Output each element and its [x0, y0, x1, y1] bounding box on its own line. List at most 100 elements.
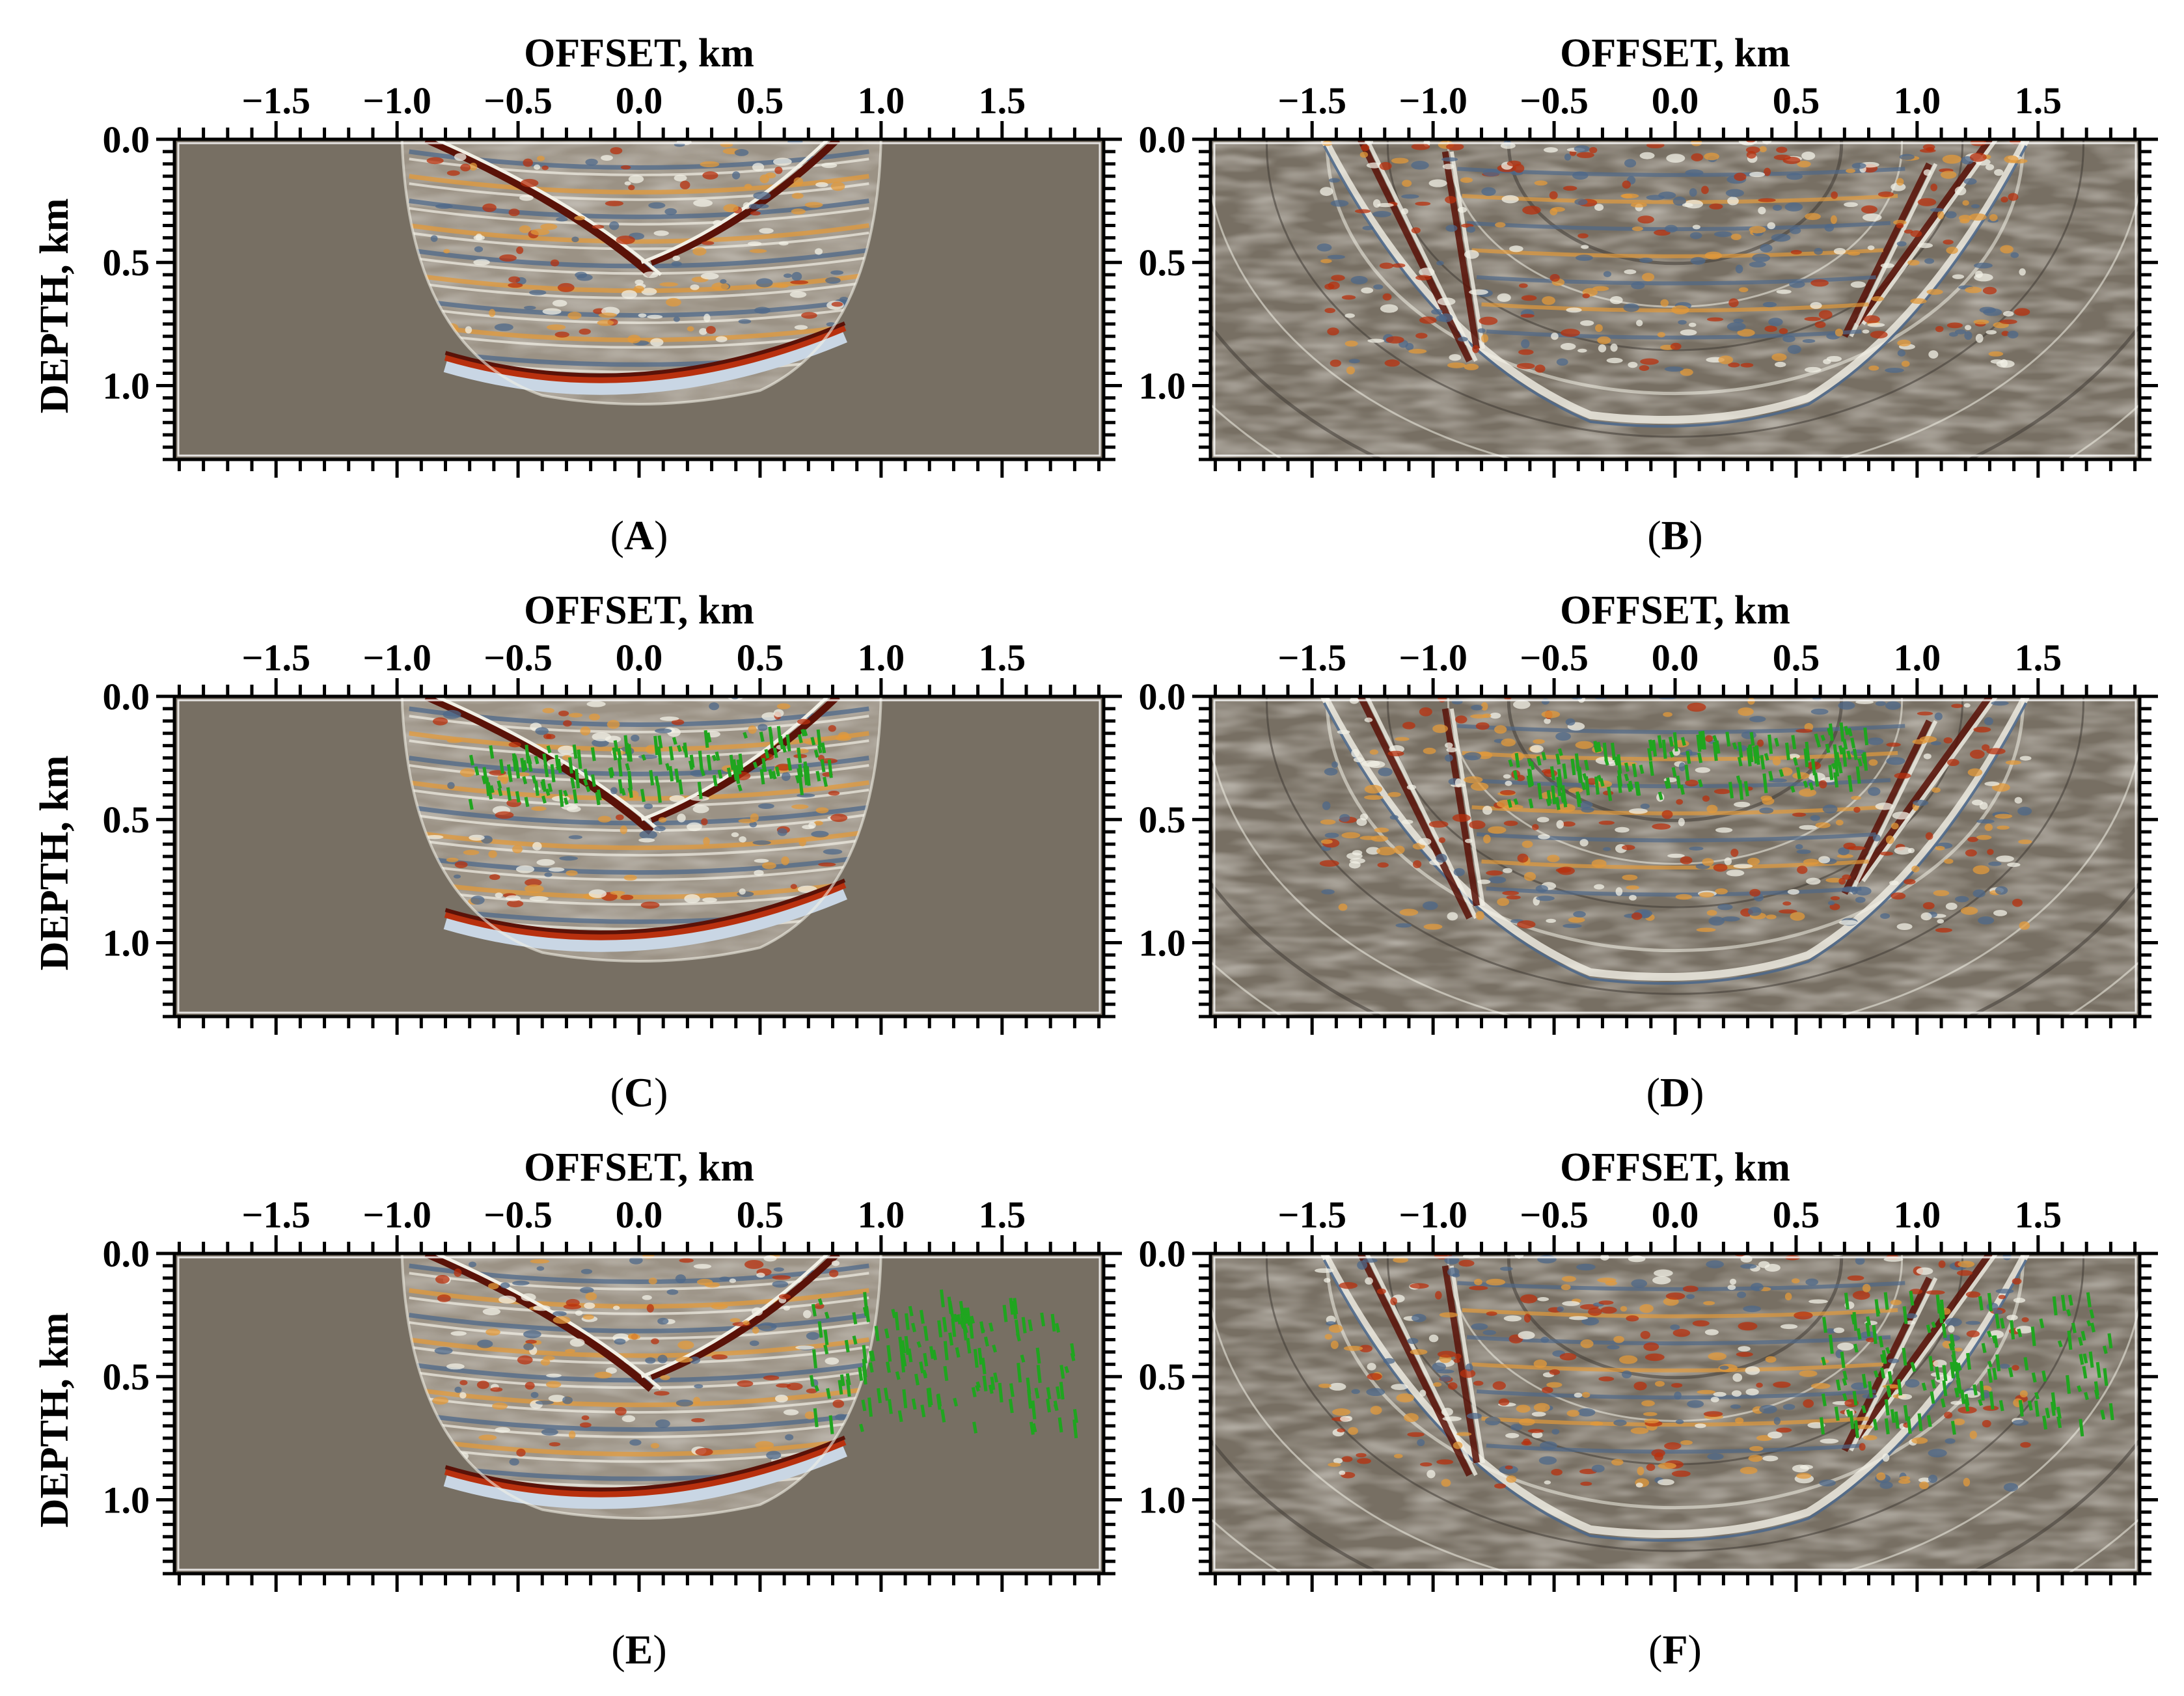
receiver-marker: [1878, 1335, 1884, 1348]
receiver-marker: [1820, 734, 1826, 741]
receiver-marker: [908, 1306, 914, 1317]
receiver-marker: [612, 747, 618, 761]
receiver-marker: [2100, 1409, 2106, 1420]
panel-label: (E): [611, 1626, 666, 1673]
receiver-marker: [923, 1326, 929, 1341]
receiver-marker: [2068, 1294, 2073, 1306]
receiver-marker: [1009, 1298, 1015, 1315]
receiver-marker: [507, 771, 513, 782]
receiver-marker: [506, 787, 512, 801]
receiver-marker: [1628, 780, 1633, 791]
receiver-marker: [1747, 745, 1753, 752]
x-tick-label: −1.0: [1399, 79, 1467, 122]
receiver-marker: [943, 1365, 949, 1381]
receiver-marker: [787, 758, 792, 771]
y-tick-label: 0.5: [103, 241, 150, 284]
x-tick-label: −1.5: [1277, 1194, 1346, 1236]
receiver-marker: [1950, 1361, 1956, 1378]
receiver-marker: [2086, 1320, 2092, 1327]
receiver-marker: [1585, 776, 1590, 796]
x-tick-label: 1.5: [979, 79, 1026, 122]
x-tick-label: 1.0: [1894, 1194, 1941, 1236]
receiver-marker: [1940, 1398, 1946, 1408]
receiver-marker: [852, 1335, 858, 1345]
receiver-marker: [681, 745, 687, 753]
x-tick-label: −0.5: [484, 79, 553, 122]
receiver-marker: [823, 1345, 829, 1355]
receiver-marker: [844, 1339, 850, 1353]
receiver-marker: [2109, 1402, 2114, 1421]
receiver-marker: [1793, 757, 1799, 766]
x-tick-label: 1.5: [2015, 79, 2062, 122]
receiver-marker: [1863, 727, 1869, 746]
receiver-marker: [2081, 1330, 2086, 1341]
receiver-marker: [469, 754, 474, 766]
receiver-marker: [1816, 739, 1822, 748]
receiver-marker: [697, 782, 703, 799]
receiver-marker: [823, 776, 828, 787]
receiver-marker: [1529, 774, 1535, 786]
receiver-marker: [2045, 1407, 2051, 1419]
receiver-marker: [527, 760, 533, 773]
receiver-marker: [1697, 779, 1703, 787]
receiver-marker: [1942, 1380, 1948, 1397]
receiver-markers: [1507, 722, 1869, 810]
receiver-marker: [1842, 739, 1848, 750]
receiver-marker: [1790, 786, 1795, 793]
receiver-marker: [1712, 735, 1717, 742]
receiver-marker: [2084, 1391, 2089, 1401]
receiver-marker: [668, 746, 674, 761]
receiver-marker: [1884, 1418, 1890, 1434]
receiver-marker: [810, 737, 816, 746]
receiver-marker: [1626, 783, 1632, 793]
receiver-marker: [1978, 1399, 1983, 1406]
receiver-marker: [1814, 733, 1820, 742]
y-axis: 0.0 0.5 1.0: [1139, 118, 2158, 461]
receiver-marker: [1866, 1316, 1872, 1326]
receiver-marker: [1635, 782, 1641, 796]
receiver-marker: [814, 1385, 819, 1392]
receiver-marker: [959, 1300, 964, 1316]
receiver-marker: [1842, 1370, 1848, 1380]
receiver-marker: [1064, 1366, 1070, 1374]
receiver-marker: [1768, 771, 1774, 781]
receiver-marker: [823, 1330, 829, 1345]
receiver-marker: [1995, 1313, 2000, 1329]
receiver-marker: [1874, 1370, 1879, 1378]
receiver-marker: [1560, 792, 1566, 803]
receiver-marker: [641, 754, 647, 761]
x-tick-label: 1.5: [2015, 1194, 2062, 1236]
receiver-marker: [953, 1313, 959, 1322]
receiver-marker: [712, 774, 718, 787]
receiver-marker: [625, 763, 631, 771]
receiver-marker: [498, 759, 504, 774]
receiver-marker: [1031, 1400, 1037, 1419]
receiver-marker: [1849, 1410, 1855, 1429]
receiver-marker: [1954, 1388, 1959, 1398]
receiver-marker: [1995, 1354, 2001, 1372]
receiver-marker: [520, 758, 526, 773]
receiver-marker: [1956, 1362, 1962, 1371]
receiver-marker: [2050, 1401, 2056, 1416]
receiver-marker: [759, 769, 765, 785]
receiver-marker: [689, 754, 695, 768]
seismic-image: [1210, 696, 2140, 1017]
x-tick-label: 0.0: [1652, 79, 1699, 122]
receiver-marker: [541, 795, 547, 804]
receiver-marker: [1902, 1306, 1908, 1324]
receiver-marker: [1743, 781, 1749, 797]
x-tick-label: 0.5: [1773, 636, 1820, 679]
receiver-marker: [1938, 1303, 1944, 1324]
receiver-markers: [1820, 1291, 2114, 1438]
receiver-marker: [2090, 1322, 2095, 1333]
receiver-marker: [2034, 1400, 2040, 1417]
receiver-marker: [1833, 772, 1839, 788]
receiver-marker: [1737, 756, 1743, 767]
x-axis-title: OFFSET, km: [1560, 31, 1790, 75]
plot-frame: [172, 694, 1106, 1019]
plot-frame: [172, 1251, 1106, 1576]
receiver-marker: [1855, 766, 1861, 784]
y-tick-label: 1.0: [103, 364, 150, 407]
